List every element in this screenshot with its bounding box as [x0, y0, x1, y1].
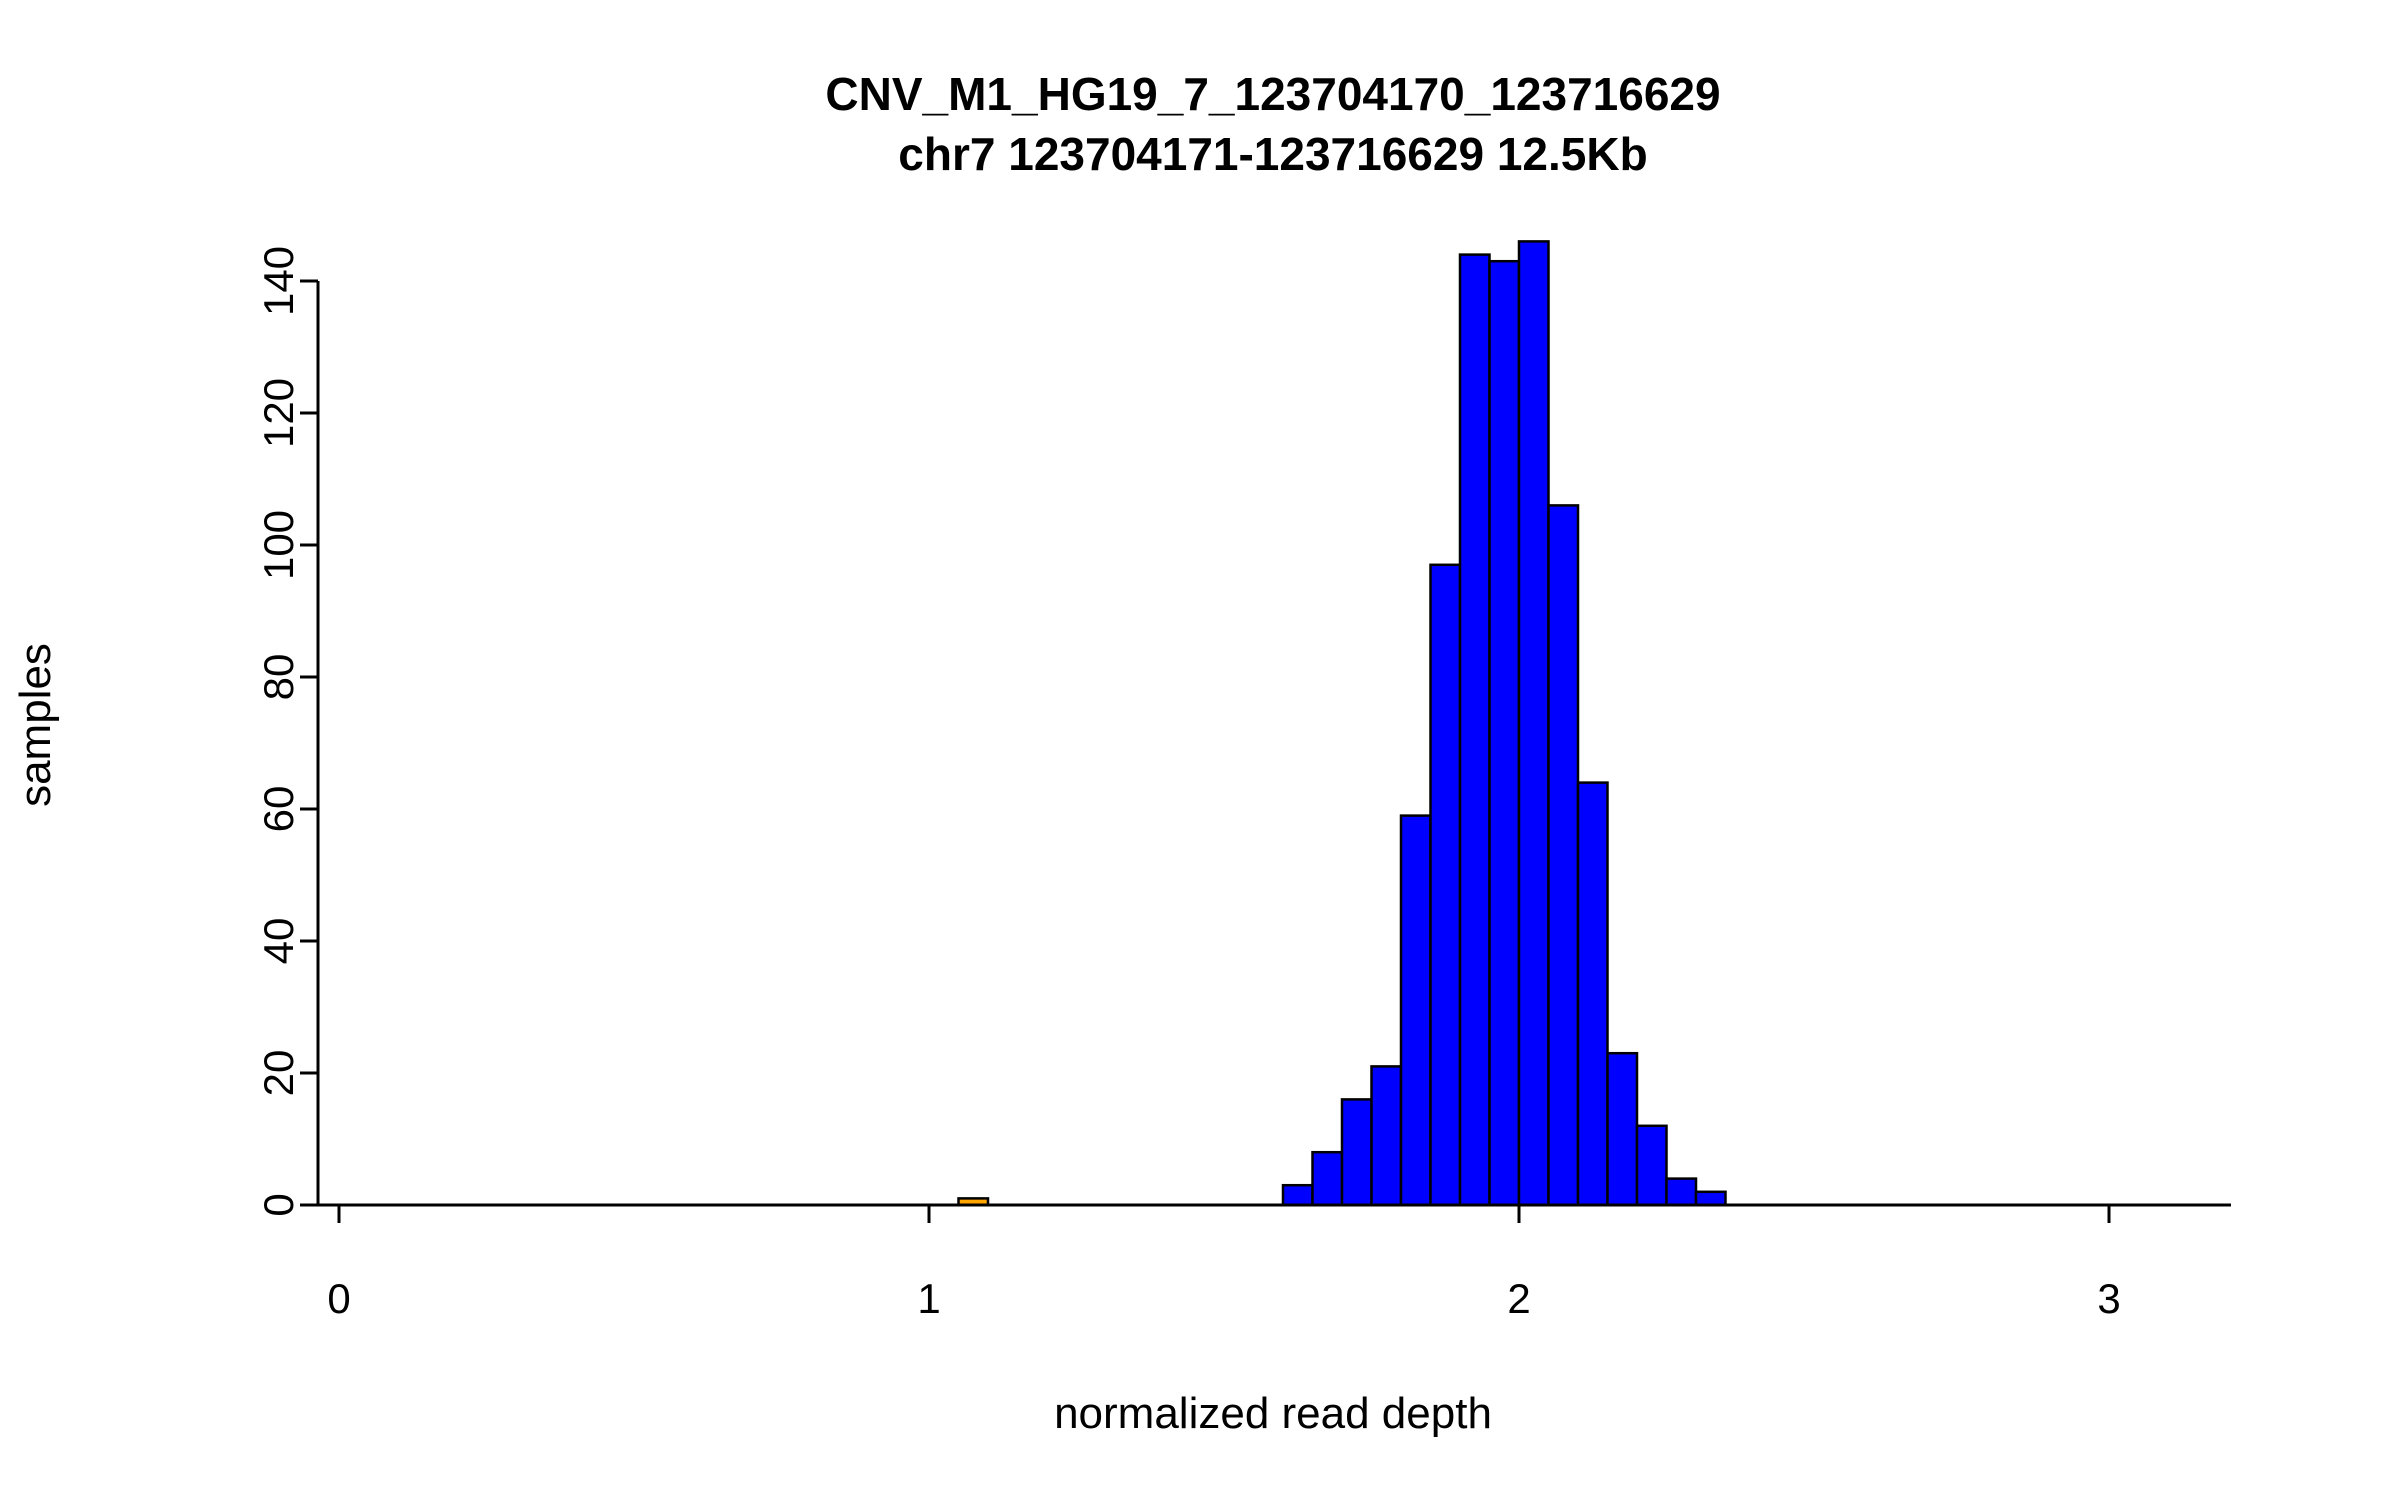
x-tick-label: 2	[1507, 1275, 1530, 1322]
histogram-bar	[1340, 1098, 1373, 1207]
histogram-bar	[1517, 240, 1550, 1207]
y-tick-label: 0	[255, 1193, 302, 1216]
y-axis-label: samples	[11, 643, 60, 807]
chart-subtitle: chr7 123704171-123716629 12.5Kb	[898, 128, 1647, 180]
histogram-bar	[1576, 781, 1609, 1207]
x-axis: 0 1 2 3	[318, 1203, 2231, 1322]
histogram-bar	[1311, 1150, 1344, 1207]
histogram-bar	[1458, 253, 1491, 1207]
histogram-bar	[1635, 1124, 1668, 1207]
histogram-bar	[1606, 1051, 1639, 1207]
histogram-bar	[1281, 1183, 1314, 1207]
x-tick-label: 3	[2097, 1275, 2120, 1322]
histogram-bar	[1547, 504, 1580, 1207]
y-tick-label: 120	[255, 378, 302, 448]
x-tick-label: 0	[327, 1275, 350, 1322]
histogram-bar	[1488, 259, 1521, 1207]
y-tick-label: 80	[255, 654, 302, 701]
histogram-bar	[1399, 814, 1432, 1207]
y-axis: 0 20 40 60 80 100 120 140	[255, 246, 320, 1217]
histogram-bar	[1665, 1177, 1698, 1207]
y-tick-label: 140	[255, 246, 302, 316]
x-tick-label: 1	[917, 1275, 940, 1322]
y-tick-label: 100	[255, 510, 302, 580]
bars-group	[957, 240, 1727, 1207]
y-tick-label: 20	[255, 1050, 302, 1097]
chart-title: CNV_M1_HG19_7_123704170_123716629	[825, 68, 1720, 120]
histogram-bar	[1429, 563, 1462, 1207]
y-tick-label: 40	[255, 918, 302, 965]
histogram-bar	[1694, 1190, 1727, 1207]
histogram-bar	[1370, 1065, 1403, 1207]
x-axis-label: normalized read depth	[1054, 1389, 1492, 1438]
y-tick-label: 60	[255, 786, 302, 833]
